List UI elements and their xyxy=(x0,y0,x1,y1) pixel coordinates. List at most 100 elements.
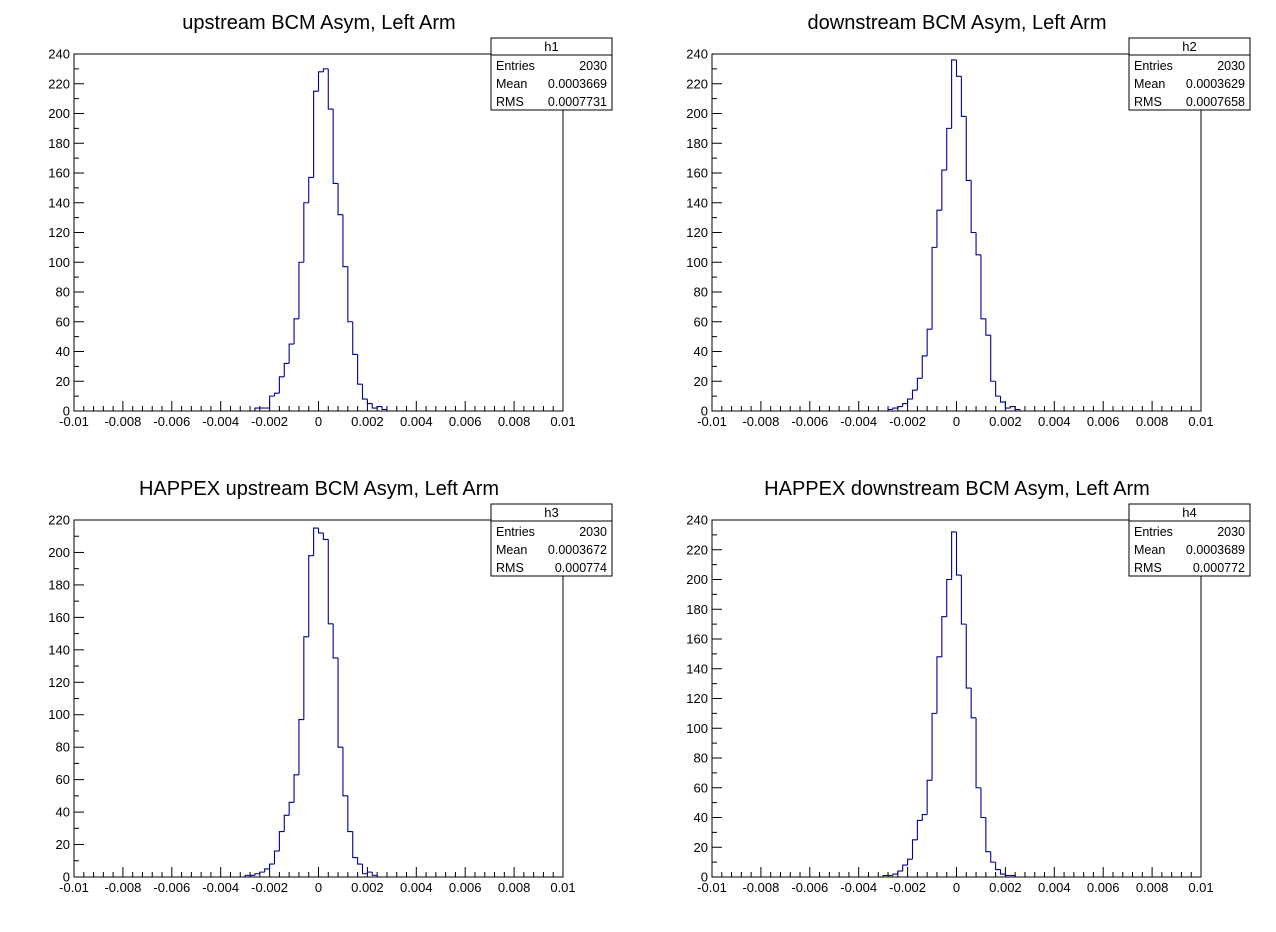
histogram-bin xyxy=(999,869,1006,875)
histogram-bin xyxy=(357,857,363,865)
y-tick-label: 220 xyxy=(48,76,70,91)
histogram-bin xyxy=(892,873,898,876)
histogram-bin xyxy=(361,864,368,875)
y-tick-label: 40 xyxy=(56,344,70,359)
histogram-bin xyxy=(313,527,319,556)
histogram-bin xyxy=(337,183,343,216)
histogram-bin xyxy=(951,59,957,129)
histogram-bin xyxy=(269,395,275,409)
y-tick-label: 100 xyxy=(48,707,70,722)
x-tick-label: -0.004 xyxy=(202,880,239,895)
histogram-bin xyxy=(317,71,324,92)
stats-label: Mean xyxy=(496,543,527,557)
stats-label: Entries xyxy=(496,59,535,73)
stats-histogram-name: h3 xyxy=(544,505,558,520)
histogram-bin xyxy=(990,851,996,863)
histogram-bin xyxy=(273,850,280,865)
x-tick-label: 0.004 xyxy=(1038,414,1071,429)
y-tick-label: 40 xyxy=(56,805,70,820)
histogram-bin xyxy=(293,774,299,803)
stats-label: RMS xyxy=(1134,95,1162,109)
x-tick-label: -0.006 xyxy=(153,880,190,895)
histogram-bin xyxy=(254,407,260,411)
stats-value: 0.0007658 xyxy=(1186,95,1245,109)
y-tick-label: 160 xyxy=(686,632,708,647)
histogram-bin xyxy=(1004,874,1011,877)
x-tick-label: -0.008 xyxy=(742,880,779,895)
histogram-bin xyxy=(347,795,353,833)
y-tick-label: 20 xyxy=(56,837,70,852)
y-tick-label: 140 xyxy=(686,195,708,210)
x-tick-label: -0.002 xyxy=(251,880,288,895)
histogram-bin xyxy=(985,817,991,853)
histogram-bin xyxy=(936,209,942,248)
histogram-bin xyxy=(322,532,329,541)
x-tick-label: 0.004 xyxy=(400,414,433,429)
stats-box: h3 Entries 2030 Mean 0.0003672 RMS 0.000774 xyxy=(490,503,613,577)
y-tick-label: 180 xyxy=(686,602,708,617)
histogram-bin xyxy=(931,246,937,330)
stats-value: 0.0003689 xyxy=(1186,543,1245,557)
histogram-bin xyxy=(955,59,962,77)
y-tick-label: 200 xyxy=(48,106,70,121)
stats-value: 2030 xyxy=(579,59,607,73)
stats-histogram-name: h2 xyxy=(1182,39,1196,54)
histogram-bin xyxy=(347,266,353,323)
x-tick-label: 0.008 xyxy=(498,880,531,895)
y-tick-label: 220 xyxy=(686,542,708,557)
histogram-bin xyxy=(985,318,991,336)
histogram-bin xyxy=(921,813,928,821)
histogram-bin xyxy=(308,176,314,203)
histogram-bin xyxy=(960,575,967,625)
stats-label: Entries xyxy=(496,525,535,539)
histogram-bin xyxy=(298,719,304,775)
histogram-bin xyxy=(293,318,299,345)
y-tick-label: 120 xyxy=(48,225,70,240)
y-tick-label: 60 xyxy=(56,314,70,329)
stats-box: h4 Entries 2030 Mean 0.0003689 RMS 0.000772 xyxy=(1128,503,1251,577)
histogram-bin xyxy=(902,864,908,872)
x-tick-label: 0 xyxy=(953,414,960,429)
histogram-bin xyxy=(911,389,918,400)
y-tick-label: 140 xyxy=(686,661,708,676)
histogram-bin xyxy=(283,362,290,377)
histogram-bin xyxy=(995,862,1001,871)
y-tick-label: 240 xyxy=(686,47,708,62)
x-tick-label: -0.004 xyxy=(840,414,877,429)
histogram-bin xyxy=(371,872,378,876)
y-tick-label: 80 xyxy=(694,751,708,766)
y-tick-label: 140 xyxy=(48,195,70,210)
x-tick-label: 0 xyxy=(953,880,960,895)
histogram-bin xyxy=(902,403,908,407)
stats-label: Entries xyxy=(1134,525,1173,539)
stats-label: RMS xyxy=(496,95,524,109)
histogram-bin xyxy=(352,831,358,859)
y-tick-label: 80 xyxy=(56,740,70,755)
stats-label: Mean xyxy=(1134,543,1165,557)
x-tick-label: 0.006 xyxy=(449,880,482,895)
histogram-bin xyxy=(887,408,893,411)
histogram-bin xyxy=(317,528,324,534)
stats-value: 0.0003672 xyxy=(548,543,607,557)
y-tick-label: 200 xyxy=(686,572,708,587)
histogram-bin xyxy=(897,405,903,409)
x-tick-label: -0.004 xyxy=(840,880,877,895)
histogram-bin xyxy=(288,801,295,816)
chart-title: HAPPEX downstream BCM Asym, Left Arm xyxy=(764,478,1150,500)
y-tick-label: 140 xyxy=(48,642,70,657)
histogram-bin xyxy=(907,858,913,866)
y-tick-label: 160 xyxy=(48,610,70,625)
histogram-bin xyxy=(366,399,373,405)
histogram-bin xyxy=(288,343,295,364)
y-tick-label: 220 xyxy=(686,76,708,91)
x-tick-label: -0.002 xyxy=(251,414,288,429)
histogram-bin xyxy=(298,261,304,319)
histogram-bin xyxy=(990,335,996,382)
histogram-bin xyxy=(941,169,947,211)
x-tick-label: -0.008 xyxy=(104,414,141,429)
histogram-bin xyxy=(980,254,986,320)
y-tick-label: 240 xyxy=(48,47,70,62)
y-tick-label: 80 xyxy=(694,285,708,300)
x-tick-label: 0.004 xyxy=(400,880,433,895)
